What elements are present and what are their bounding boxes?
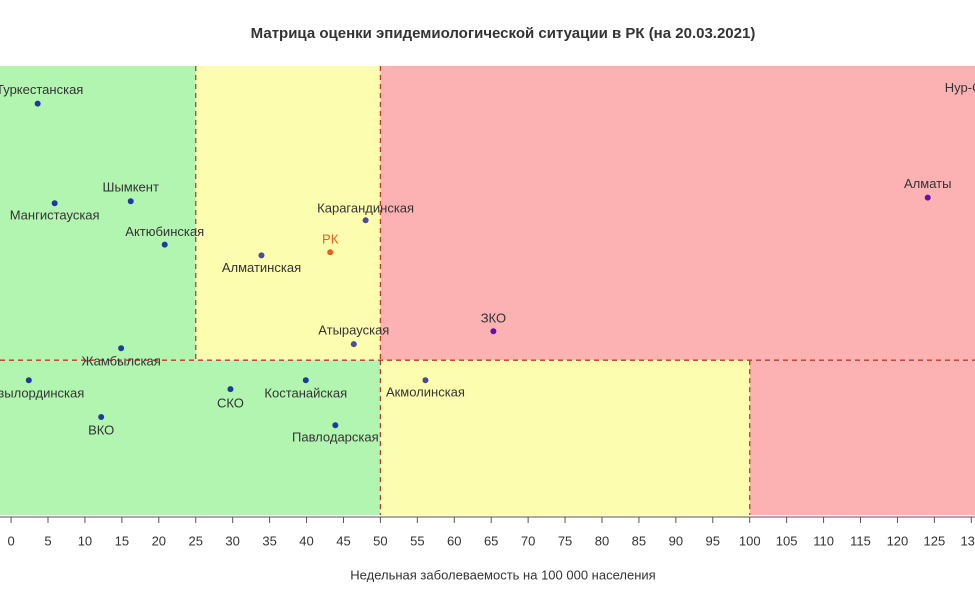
point-label: Жамбылская — [81, 354, 160, 369]
point-label: Костанайская — [264, 386, 347, 401]
x-tick-label: 125 — [924, 533, 946, 548]
point-label: Акмолинская — [386, 385, 465, 400]
point — [350, 341, 357, 348]
plot-area — [0, 66, 975, 515]
x-tick-label: 110 — [813, 533, 834, 548]
point-label: Алматинская — [222, 260, 301, 275]
x-tick-label: 120 — [887, 533, 909, 548]
x-tick-label: 40 — [299, 533, 313, 548]
point-label: РК — [322, 232, 339, 247]
x-tick-label: 0 — [7, 533, 14, 548]
point-label: Павлодарская — [292, 430, 379, 445]
x-tick-label: 20 — [152, 533, 166, 548]
x-tick-label: 45 — [336, 533, 350, 548]
chart-title: Матрица оценки эпидемиологической ситуац… — [251, 25, 756, 42]
zone — [749, 360, 975, 515]
point-label: Карагандинская — [317, 201, 414, 216]
zone — [195, 66, 381, 361]
zone — [0, 360, 381, 515]
point — [362, 217, 369, 224]
x-tick-label: 30 — [225, 533, 239, 548]
x-tick-label: 60 — [447, 533, 461, 548]
x-tick-label: 50 — [373, 533, 387, 548]
x-tick-label: 35 — [262, 533, 276, 548]
x-tick-label: 95 — [706, 533, 720, 548]
point — [118, 345, 125, 352]
point-label: ВКО — [88, 422, 114, 437]
point-label: Алматы — [904, 176, 951, 191]
x-tick-label: 15 — [115, 533, 129, 548]
point — [302, 377, 309, 384]
x-tick-label: 90 — [669, 533, 683, 548]
point-label: Шымкент — [103, 180, 159, 195]
zone — [380, 360, 750, 515]
point-label: Мангистауская — [10, 208, 100, 223]
point — [422, 377, 429, 384]
point — [227, 386, 234, 393]
point — [161, 241, 168, 248]
point-label: Туркестанская — [0, 82, 83, 97]
x-tick-label: 100 — [739, 533, 761, 548]
point — [258, 252, 265, 259]
x-tick-label: 75 — [558, 533, 572, 548]
point-label: СКО — [217, 396, 244, 411]
x-tick-label: 80 — [595, 533, 609, 548]
zone — [0, 66, 196, 361]
point-label: Нур-Султан — [945, 80, 975, 95]
x-axis-label: Недельная заболеваемость на 100 000 насе… — [350, 567, 655, 582]
x-tick-label: 25 — [189, 533, 203, 548]
point — [34, 100, 41, 107]
point — [327, 249, 334, 256]
x-tick-label: 130 — [960, 533, 975, 548]
point — [127, 198, 134, 205]
point — [332, 422, 339, 429]
point-label: Атырауская — [318, 323, 389, 338]
x-tick-label: 85 — [632, 533, 646, 548]
x-tick-label: 115 — [850, 533, 871, 548]
x-tick-label: 65 — [484, 533, 498, 548]
point-label: Актюбинская — [125, 224, 204, 239]
x-tick-label: 5 — [44, 533, 51, 548]
point — [98, 413, 105, 420]
zone — [380, 66, 975, 361]
point — [25, 377, 32, 384]
x-tick-label: 105 — [776, 533, 798, 548]
point — [924, 194, 931, 201]
x-tick-label: 10 — [78, 533, 92, 548]
point-label: Кызылординская — [0, 386, 84, 401]
x-tick-label: 55 — [410, 533, 424, 548]
point — [51, 200, 58, 207]
point — [490, 328, 497, 335]
point-label: ЗКО — [481, 311, 506, 326]
x-tick-label: 70 — [521, 533, 535, 548]
